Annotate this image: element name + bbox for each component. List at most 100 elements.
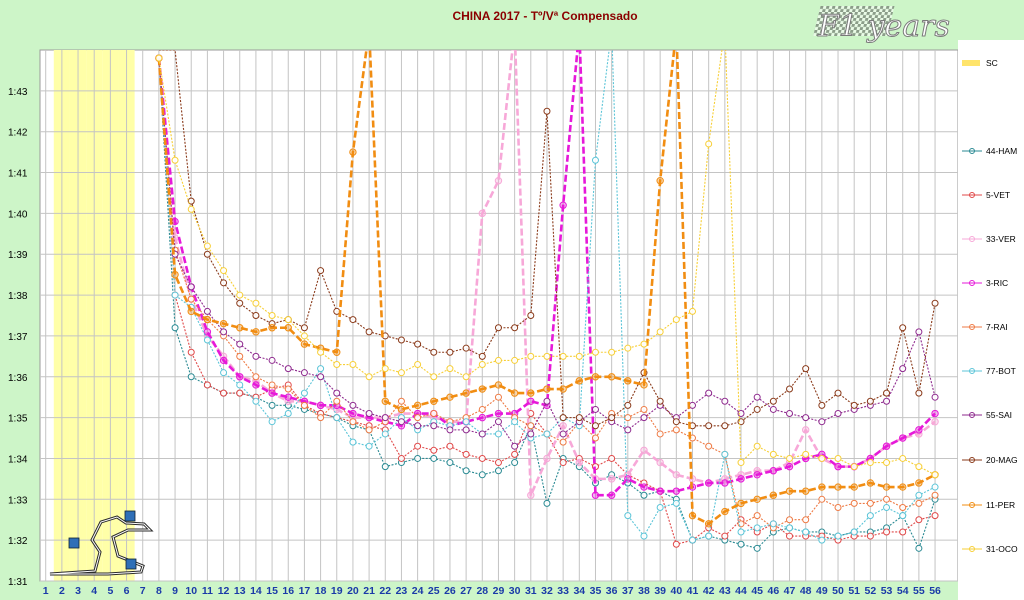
- data-point: [705, 140, 713, 148]
- data-point: [721, 422, 729, 430]
- y-tick-label: 1:38: [8, 291, 28, 302]
- data-point: [284, 316, 292, 324]
- x-tick-label: 56: [929, 585, 941, 597]
- data-point: [786, 454, 794, 462]
- x-tick-label: 5: [107, 585, 113, 597]
- data-point: [430, 422, 438, 430]
- x-tick-label: 12: [218, 585, 230, 597]
- x-tick-label: 1: [43, 585, 49, 597]
- data-point: [640, 446, 648, 454]
- data-point: [786, 524, 794, 532]
- data-point: [786, 385, 794, 393]
- data-point: [801, 487, 810, 495]
- data-point: [171, 291, 179, 299]
- data-point: [899, 483, 907, 491]
- data-point: [527, 389, 535, 397]
- data-point: [236, 340, 244, 348]
- x-tick-label: 48: [800, 585, 812, 597]
- data-point: [397, 454, 405, 462]
- data-point: [802, 450, 810, 458]
- data-point: [737, 459, 745, 467]
- data-point: [899, 512, 907, 520]
- data-point: [300, 340, 309, 348]
- x-tick-label: 34: [573, 585, 585, 597]
- y-tick-label: 1:43: [8, 87, 28, 98]
- data-point: [268, 418, 276, 426]
- data-point: [203, 250, 211, 258]
- x-tick-label: 45: [751, 585, 763, 597]
- data-point: [656, 328, 664, 336]
- x-tick-label: 44: [735, 585, 747, 597]
- data-point: [236, 291, 244, 299]
- x-tick-label: 51: [848, 585, 860, 597]
- data-point: [430, 454, 438, 462]
- data-point: [656, 397, 664, 405]
- data-point: [672, 487, 681, 495]
- data-point: [737, 528, 745, 536]
- data-point: [559, 459, 567, 467]
- x-tick-label: 18: [315, 585, 327, 597]
- data-point: [236, 352, 244, 360]
- data-point: [704, 479, 713, 487]
- data-point: [883, 528, 891, 536]
- data-point: [850, 463, 858, 471]
- data-point: [672, 499, 680, 507]
- data-point: [300, 389, 308, 397]
- data-point: [397, 397, 405, 405]
- data-point: [834, 410, 842, 418]
- data-point: [462, 344, 470, 352]
- data-point: [704, 520, 713, 528]
- data-point: [721, 532, 729, 540]
- x-tick-label: 53: [881, 585, 893, 597]
- x-tick-label: 28: [476, 585, 488, 597]
- logo-text: F1 years: [817, 9, 950, 44]
- data-point: [850, 499, 858, 507]
- x-tick-label: 39: [654, 585, 666, 597]
- data-point: [656, 503, 664, 511]
- data-point: [883, 495, 891, 503]
- data-point: [753, 393, 761, 401]
- data-point: [478, 454, 486, 462]
- data-point: [559, 430, 567, 438]
- data-point: [284, 385, 292, 393]
- y-tick-label: 1:37: [8, 332, 28, 343]
- data-point: [931, 491, 939, 499]
- data-point: [915, 491, 923, 499]
- data-point: [349, 438, 357, 446]
- data-point: [543, 107, 551, 115]
- legend-label-3-ric: 3-RIC: [986, 278, 1008, 288]
- data-point: [511, 450, 519, 458]
- data-point: [688, 511, 697, 520]
- data-point: [187, 373, 195, 381]
- data-point: [883, 389, 891, 397]
- x-tick-label: 43: [719, 585, 731, 597]
- data-point: [834, 462, 842, 471]
- x-tick-label: 16: [282, 585, 294, 597]
- data-point: [785, 487, 794, 495]
- data-point: [252, 312, 260, 319]
- data-point: [769, 520, 777, 528]
- data-point: [608, 454, 616, 462]
- x-tick-label: 14: [250, 585, 262, 597]
- data-point: [381, 397, 389, 405]
- data-point: [802, 516, 810, 524]
- data-point: [203, 381, 211, 389]
- data-point: [705, 422, 713, 430]
- series-7-rai: [155, 54, 939, 532]
- data-point: [689, 536, 696, 544]
- data-point: [349, 148, 357, 156]
- data-point: [494, 381, 503, 389]
- data-point: [171, 270, 179, 279]
- data-point: [381, 365, 389, 373]
- legend-label-55-sai: 55-SAI: [986, 410, 1012, 420]
- x-tick-label: 55: [913, 585, 925, 597]
- data-point: [462, 389, 470, 397]
- data-point: [850, 401, 858, 409]
- x-tick-label: 22: [379, 585, 391, 597]
- data-point: [494, 418, 502, 426]
- legend-label-20-mag: 20-MAG: [986, 455, 1018, 465]
- data-point: [899, 434, 907, 442]
- data-point: [462, 450, 470, 458]
- data-point: [220, 279, 228, 287]
- data-point: [187, 283, 195, 291]
